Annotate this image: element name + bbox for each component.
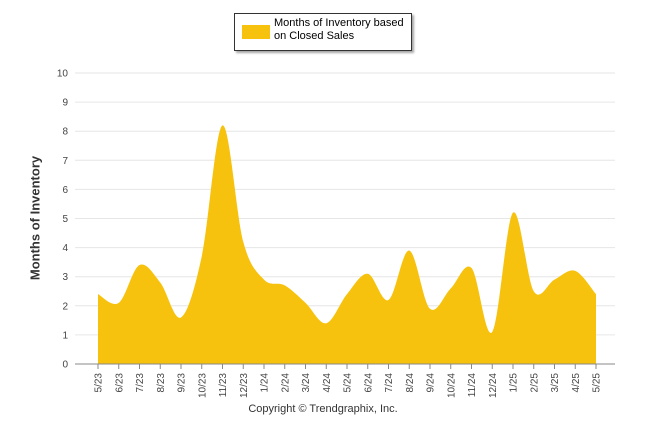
legend: Months of Inventory based on Closed Sale… <box>234 13 412 51</box>
x-tick-label: 7/24 <box>384 373 395 393</box>
data-point <box>138 264 141 267</box>
x-tick-label: 10/24 <box>446 373 457 398</box>
y-tick-label: 4 <box>62 243 68 254</box>
x-tick-label: 5/24 <box>343 373 354 393</box>
data-point <box>200 255 203 258</box>
data-point <box>532 290 535 293</box>
x-tick-label: 2/25 <box>529 373 540 393</box>
x-tick-label: 3/25 <box>550 373 561 393</box>
data-point <box>491 330 494 333</box>
legend-label: Months of Inventory based on Closed Sale… <box>274 17 404 42</box>
data-point <box>366 272 369 275</box>
y-axis-label: Months of Inventory <box>27 155 43 281</box>
x-tick-label: 3/24 <box>301 373 312 393</box>
y-tick-label: 6 <box>62 185 68 196</box>
data-point <box>512 211 515 214</box>
x-tick-label: 4/25 <box>571 373 582 393</box>
x-tick-label: 1/24 <box>260 373 271 393</box>
y-tick-label: 10 <box>57 69 69 80</box>
y-tick-label: 1 <box>62 330 68 341</box>
data-point <box>283 284 286 287</box>
y-tick-label: 2 <box>62 301 68 312</box>
y-tick-label: 7 <box>62 156 68 167</box>
y-tick-label: 3 <box>62 272 68 283</box>
data-point <box>449 287 452 290</box>
x-tick-label: 6/24 <box>363 373 374 393</box>
x-tick-label: 9/23 <box>177 373 188 393</box>
x-tick-label: 8/23 <box>156 373 167 393</box>
data-point <box>408 249 411 252</box>
x-tick-label: 1/25 <box>509 373 520 393</box>
data-point <box>387 298 390 301</box>
data-point <box>346 293 349 296</box>
data-point <box>470 266 473 269</box>
data-point <box>117 301 120 304</box>
data-point <box>242 240 245 243</box>
x-tick-label: 11/24 <box>467 373 478 398</box>
y-tick-label: 8 <box>62 127 68 138</box>
data-point <box>97 293 100 296</box>
data-point <box>574 269 577 272</box>
data-point <box>325 322 328 325</box>
x-tick-label: 4/24 <box>322 373 333 393</box>
x-tick-label: 2/24 <box>280 373 291 393</box>
x-tick-label: 11/23 <box>218 373 229 398</box>
data-point <box>221 124 224 127</box>
series-area <box>98 125 596 364</box>
x-tick-label: 5/23 <box>94 373 105 393</box>
y-tick-label: 0 <box>62 360 68 371</box>
data-point <box>553 278 556 281</box>
data-point <box>263 278 266 281</box>
x-tick-label: 12/24 <box>488 373 499 398</box>
copyright-text: Copyright © Trendgraphix, Inc. <box>248 403 398 415</box>
data-point <box>180 316 183 319</box>
y-tick-label: 5 <box>62 214 68 225</box>
data-point <box>159 281 162 284</box>
x-tick-label: 5/25 <box>592 373 603 393</box>
x-tick-label: 12/23 <box>239 373 250 398</box>
x-tick-label: 10/23 <box>197 373 208 398</box>
y-tick-label: 9 <box>62 98 68 109</box>
x-tick-label: 7/23 <box>135 373 146 393</box>
data-point <box>304 301 307 304</box>
data-point <box>595 293 598 296</box>
x-tick-label: 9/24 <box>426 373 437 393</box>
x-tick-label: 6/23 <box>114 373 125 393</box>
data-point <box>429 307 432 310</box>
x-tick-label: 8/24 <box>405 373 416 393</box>
legend-swatch <box>242 25 270 39</box>
